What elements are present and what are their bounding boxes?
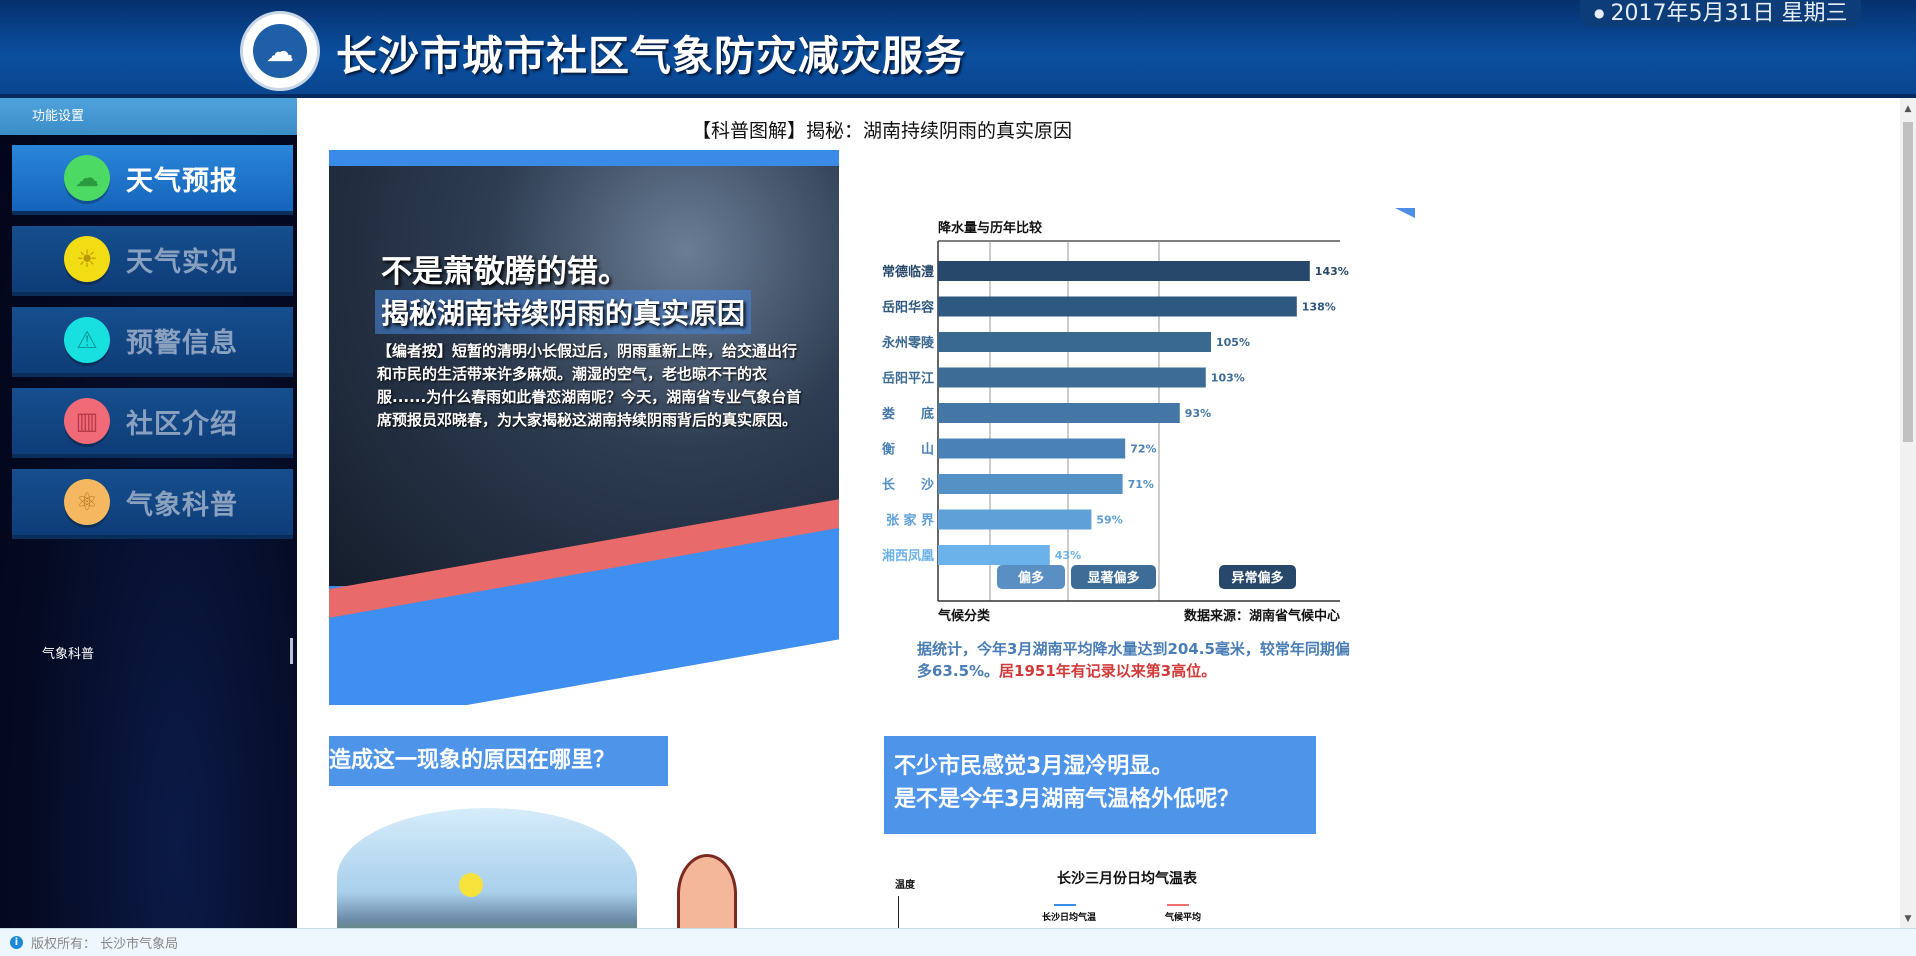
header: ☁ 长沙市城市社区气象防灾减灾服务 ● 2017年5月31日 星期三 [0,0,1916,98]
legend-label: 长沙日均气温 [1042,913,1097,923]
value-label: 71% [1128,478,1154,491]
bar [938,545,1050,565]
value-label: 93% [1185,407,1211,420]
category-band-badge [1219,565,1296,589]
category-label: 常德临澧 [882,264,934,280]
sidebar-item-community[interactable]: ▥ 社区介绍 [12,388,293,458]
sidebar-item-label: 天气实况 [126,246,238,278]
temp-legend-average: 气候平均 [1165,904,1201,923]
category-band-label: 异常偏多 [1231,570,1283,586]
bar [938,261,1310,281]
copyright-text: 版权所有： 长沙市气象局 [31,937,179,952]
category-label: 娄 底 [882,406,934,422]
meteorological-bureau-logo: ☁ [240,11,320,91]
article-title: 【科普图解】揭秘：湖南持续阴雨的真实原因 [691,120,1072,142]
chart-note-highlight: 居1951年有记录以来第3高位。 [999,662,1217,680]
scroll-up-arrow-icon[interactable]: ▲ [1904,104,1912,114]
data-source: 数据来源：湖南省气候中心 [1184,608,1340,624]
x-axis-label: 气候分类 [938,608,991,624]
bar [938,509,1092,530]
value-label: 105% [1216,336,1250,349]
bar [938,474,1123,494]
category-band-label: 显著偏多 [1087,570,1139,586]
people-icon: ▥ [64,398,110,444]
sidebar-item-weather-live[interactable]: ☀ 天气实况 [12,226,293,296]
legend-label: 气候平均 [1165,913,1202,923]
category-label: 岳阳平江 [882,371,934,387]
category-label: 长 沙 [882,477,934,493]
mountain-illustration [337,808,637,928]
site-title: 长沙市城市社区气象防灾减灾服务 [336,32,966,80]
user-icon: ● [1594,6,1605,20]
category-label: 岳阳华容 [882,300,934,316]
footer: i 版权所有： 长沙市气象局 [0,928,1916,956]
category-band-badge [997,565,1065,589]
question-banner-2: 不少市民感觉3月湿冷明显。 是不是今年3月湖南气温格外低呢？ [884,736,1316,834]
temp-chart-title: 长沙三月份日均气温表 [1057,871,1197,887]
sidebar-subitem-science[interactable]: 气象科普 [42,647,95,662]
scroll-down-arrow-icon[interactable]: ▼ [1904,914,1912,924]
category-band-label: 偏多 [1018,570,1044,586]
sidebar: 功能设置 ☁ 天气预报 ☀ 天气实况 ⚠ 预警信息 ▥ 社区介绍 ⚛ 气象科普 … [0,98,297,928]
atom-icon: ⚛ [64,479,110,525]
sun-illustration [459,873,483,897]
temp-chart-axis [898,896,899,928]
poster-subheadline: 揭秘湖南持续阴雨的真实原因 [375,290,752,334]
category-band-badge [1071,565,1156,589]
category-label: 衡 山 [882,442,934,458]
vertical-scrollbar[interactable]: ▲ ▼ [1900,98,1916,928]
date-display: ● 2017年5月31日 星期三 [1580,0,1862,27]
bar [938,403,1180,423]
bar [938,296,1297,317]
poster-image: 不是萧敬腾的错。 揭秘湖南持续阴雨的真实原因 【编者按】短暂的清明小长假过后，阴… [329,150,839,705]
value-label: 72% [1130,443,1156,456]
article-content: 【科普图解】揭秘：湖南持续阴雨的真实原因 不是萧敬腾的错。 揭秘湖南持续阴雨的真… [297,98,1900,928]
corner-decoration [1395,208,1415,218]
sun-icon: ☀ [64,236,110,282]
subitem-indicator [290,638,293,664]
value-label: 143% [1315,265,1349,278]
cartoon-scientist [677,854,737,928]
bar [938,438,1126,459]
function-settings-header: 功能设置 [0,98,297,135]
cloud-rain-icon: ☁ [64,155,110,201]
sidebar-item-label: 预警信息 [126,327,238,359]
chart-title: 降水量与历年比较 [938,220,1042,236]
value-label: 103% [1211,372,1245,385]
question-line-2: 是不是今年3月湖南气温格外低呢？ [894,787,1240,812]
bar [938,367,1206,388]
value-label: 138% [1302,301,1336,314]
category-label: 永州零陵 [881,335,935,351]
category-label: 张 家 界 [886,513,934,529]
rainfall-chart: 降水量与历年比较常德临澧 143% 岳阳华容 138% 永州零陵 105% 岳阳平江 103%… [870,208,1430,713]
temp-chart-ylabel: 温度 [895,880,915,891]
sidebar-item-science[interactable]: ⚛ 气象科普 [12,469,293,539]
info-icon: i [10,936,23,949]
poster-headline: 不是萧敬腾的错。 [381,254,629,290]
value-label: 43% [1055,549,1081,562]
chart-note-text: 据统计，今年3月湖南平均降水量达到204.5毫米，较常年同期偏多63.5%。 [917,640,1350,680]
sidebar-item-label: 气象科普 [126,489,238,521]
scrollbar-thumb[interactable] [1903,122,1913,442]
sidebar-item-label: 社区介绍 [126,408,238,440]
warning-icon: ⚠ [64,317,110,363]
sidebar-item-weather-forecast[interactable]: ☁ 天气预报 [12,145,293,215]
category-label: 湘西凤凰 [882,548,934,564]
poster-body: 【编者按】短暂的清明小长假过后，阴雨重新上阵，给交通出行和市民的生活带来许多麻烦… [377,342,802,429]
chart-note: 据统计，今年3月湖南平均降水量达到204.5毫米，较常年同期偏多63.5%。居1… [917,638,1357,682]
temp-legend-daily: 长沙日均气温 [1042,904,1096,923]
question-banner-1: 造成这一现象的原因在哪里？ [329,736,668,786]
question-line-1: 不少市民感觉3月湿冷明显。 [894,754,1174,779]
value-label: 59% [1096,514,1122,527]
date-text: 2017年5月31日 星期三 [1610,1,1848,26]
sidebar-item-label: 天气预报 [126,165,238,197]
sidebar-item-warnings[interactable]: ⚠ 预警信息 [12,307,293,377]
bar [938,332,1211,352]
cloud-swirl-icon: ☁ [253,24,307,78]
